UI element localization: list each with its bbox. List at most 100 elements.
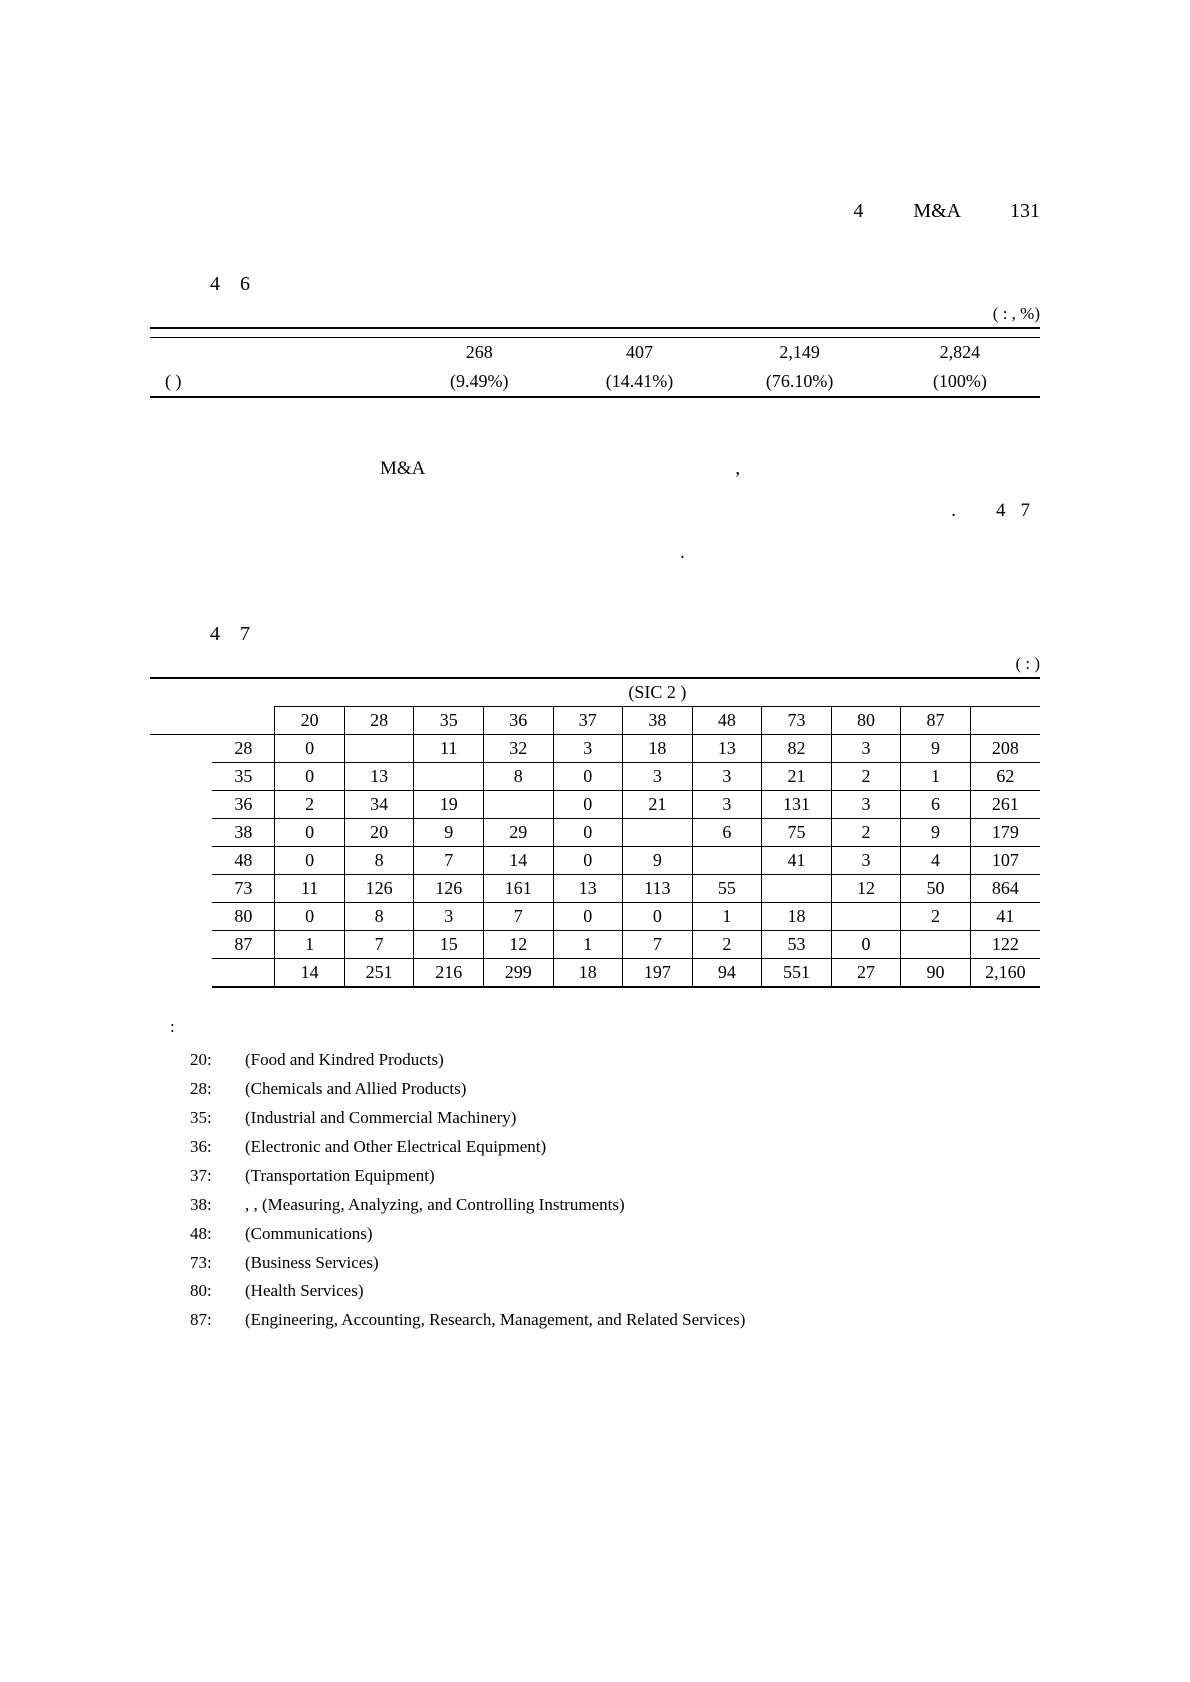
notes-lead: : [170, 1013, 1040, 1042]
table2-label-prefix: 4 [210, 623, 220, 645]
t2-cell: 9 [901, 819, 971, 847]
t2-cell: 7 [344, 931, 414, 959]
t2-colhead: 87 [901, 707, 971, 735]
t2-colhead: 73 [762, 707, 832, 735]
notes-row: 38:, , (Measuring, Analyzing, and Contro… [190, 1191, 1040, 1220]
t2-cell: 14 [483, 847, 553, 875]
t1-h1 [399, 328, 559, 338]
t1-r2-c3: 2,149 [720, 338, 880, 368]
notes-text: (Health Services) [245, 1277, 363, 1306]
t2-cell: 41 [762, 847, 832, 875]
t2-cell [483, 791, 553, 819]
t2-cell: 7 [414, 847, 484, 875]
t2-cell: 53 [762, 931, 832, 959]
t2-cell: 18 [762, 903, 832, 931]
t2-cell: 13 [344, 763, 414, 791]
t2-cell: 32 [483, 735, 553, 763]
t2-total-cell: 18 [553, 959, 623, 988]
notes-code: 38: [190, 1191, 245, 1220]
t2-cell: 12 [831, 875, 901, 903]
notes-text: (Business Services) [245, 1249, 379, 1278]
t2-colhead: 35 [414, 707, 484, 735]
t2-colhead: 38 [623, 707, 693, 735]
t2-total-cell: 27 [831, 959, 901, 988]
notes-row: 20:(Food and Kindred Products) [190, 1046, 1040, 1075]
notes-section: : 20:(Food and Kindred Products)28:(Chem… [190, 1013, 1040, 1335]
t2-cell: 0 [275, 819, 345, 847]
t2-cell: 82 [762, 735, 832, 763]
t2-cell: 62 [970, 763, 1040, 791]
t2-row-label: 73 [212, 875, 274, 903]
t2-cell: 3 [831, 847, 901, 875]
t2-cell: 0 [275, 847, 345, 875]
t2-row-label: 87 [212, 931, 274, 959]
t2-cell: 0 [553, 819, 623, 847]
notes-row: 35:(Industrial and Commercial Machinery) [190, 1104, 1040, 1133]
t2-cell: 18 [623, 735, 693, 763]
notes-row: 28:(Chemicals and Allied Products) [190, 1075, 1040, 1104]
t2-row-stub [150, 735, 212, 988]
t2-cell [901, 931, 971, 959]
t1-r3-c2: (14.41%) [559, 367, 719, 397]
t2-cell: 3 [831, 735, 901, 763]
notes-row: 80:(Health Services) [190, 1277, 1040, 1306]
t1-r3-c3: (76.10%) [720, 367, 880, 397]
t2-cell: 8 [344, 903, 414, 931]
t2-cell: 6 [692, 819, 762, 847]
t2-cell: 41 [970, 903, 1040, 931]
header-page: 131 [1010, 200, 1040, 222]
t2-cell: 7 [483, 903, 553, 931]
t1-h0 [150, 328, 399, 338]
t2-cell: 113 [623, 875, 693, 903]
t2-cell: 8 [344, 847, 414, 875]
t2-cell: 2 [831, 819, 901, 847]
notes-text: (Engineering, Accounting, Research, Mana… [245, 1306, 745, 1335]
t2-cell: 0 [553, 791, 623, 819]
t1-h4 [880, 328, 1040, 338]
t1-r3-l: ( ) [150, 367, 399, 397]
t2-cell [831, 903, 901, 931]
t2-cell: 21 [762, 763, 832, 791]
t2-cell: 208 [970, 735, 1040, 763]
notes-code: 35: [190, 1104, 245, 1133]
t2-cell: 6 [901, 791, 971, 819]
t2-cell: 20 [344, 819, 414, 847]
t2-total-cell: 551 [762, 959, 832, 988]
t2-cell: 2 [692, 931, 762, 959]
t2-corner [150, 678, 275, 735]
t2-total-cell: 94 [692, 959, 762, 988]
notes-code: 80: [190, 1277, 245, 1306]
notes-row: 37:(Transportation Equipment) [190, 1162, 1040, 1191]
t2-cell: 50 [901, 875, 971, 903]
t2-total-cell: 216 [414, 959, 484, 988]
t2-row-label: 36 [212, 791, 274, 819]
t2-cell: 0 [553, 847, 623, 875]
t2-row-label: 80 [212, 903, 274, 931]
t2-colhead: 37 [553, 707, 623, 735]
notes-row: 36:(Electronic and Other Electrical Equi… [190, 1133, 1040, 1162]
notes-code: 36: [190, 1133, 245, 1162]
t2-cell: 1 [692, 903, 762, 931]
t2-cell: 9 [414, 819, 484, 847]
t2-cell [344, 735, 414, 763]
t2-cell: 864 [970, 875, 1040, 903]
t2-cell: 107 [970, 847, 1040, 875]
t2-cell: 13 [692, 735, 762, 763]
t2-colhead: 36 [483, 707, 553, 735]
t2-cell [414, 763, 484, 791]
table1-label-num: 6 [240, 273, 250, 295]
header-title: M&A [913, 200, 960, 222]
body-paragraph: M&A , . 4 7 . [150, 448, 1040, 573]
t2-cell: 21 [623, 791, 693, 819]
t2-cell: 0 [831, 931, 901, 959]
notes-text: (Transportation Equipment) [245, 1162, 435, 1191]
table1-label-prefix: 4 [210, 273, 220, 295]
t2-cell: 2 [901, 903, 971, 931]
table2-label: 4 7 [210, 623, 1040, 646]
t2-cell: 0 [275, 903, 345, 931]
t2-cell: 131 [762, 791, 832, 819]
t2-cell: 12 [483, 931, 553, 959]
t2-cell: 34 [344, 791, 414, 819]
notes-code: 28: [190, 1075, 245, 1104]
t2-colhead: 48 [692, 707, 762, 735]
